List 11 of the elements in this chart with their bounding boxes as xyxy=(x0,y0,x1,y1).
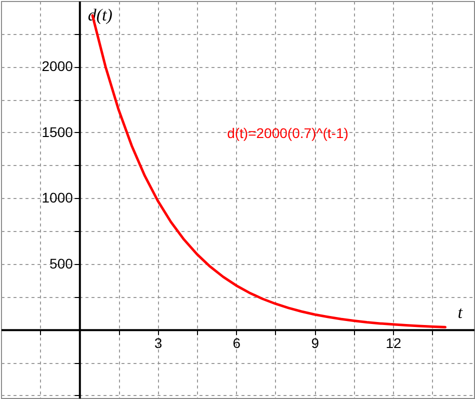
y-axis-title: d(t) xyxy=(88,6,113,24)
x-tick-label: 12 xyxy=(386,335,402,352)
x-tick-label: 9 xyxy=(311,335,320,352)
text: d(t)=2000(0.7)^(t-1) xyxy=(227,124,348,141)
y-tick-label: 2000 xyxy=(42,58,74,74)
x-tick-label: 6 xyxy=(232,335,241,352)
y-tick-label: 500 xyxy=(50,255,74,272)
x-axis-title: t xyxy=(458,303,464,322)
y-tick-label: 1000 xyxy=(42,190,74,206)
y-tick-label: 1500 xyxy=(42,124,74,140)
x-tick-label: 3 xyxy=(154,335,162,352)
